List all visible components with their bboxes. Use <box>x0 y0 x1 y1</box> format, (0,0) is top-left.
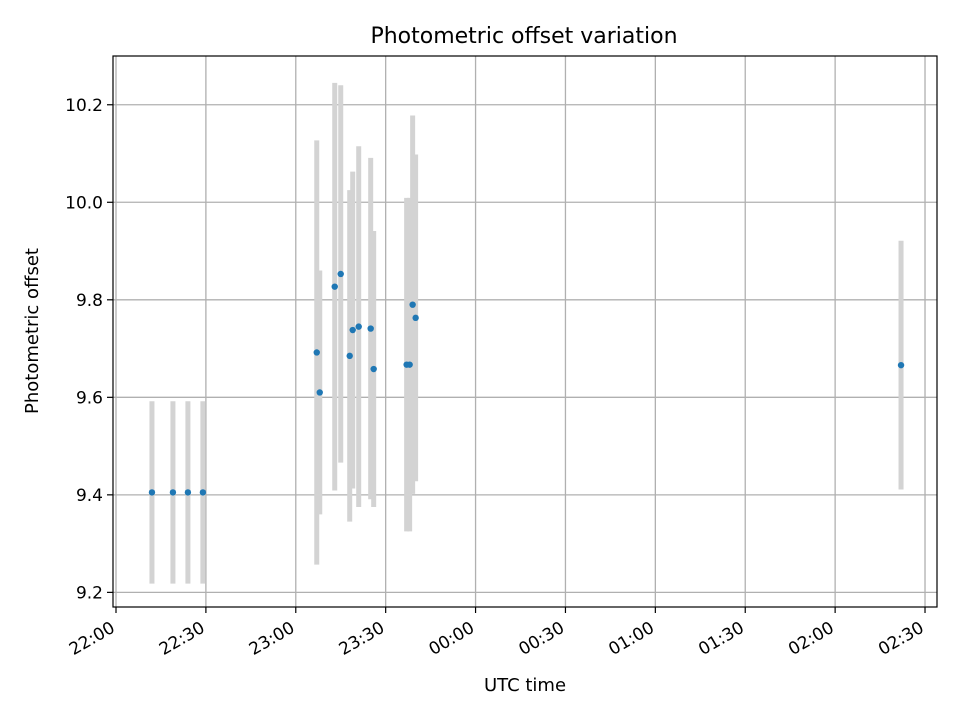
data-point <box>346 352 353 360</box>
y-tick-label: 9.2 <box>76 583 103 603</box>
data-points <box>148 270 905 496</box>
data-point <box>355 323 362 330</box>
plot-frame <box>112 55 938 608</box>
y-axis-ticks: 9.2 9.4 9.6 9.8 10.0 10.2 <box>65 96 113 603</box>
y-axis-label: Photometric offset <box>22 248 43 414</box>
data-point <box>169 489 177 496</box>
y-tick-label: 9.4 <box>76 486 103 506</box>
data-point <box>406 361 413 368</box>
y-tick-label: 10.0 <box>65 193 103 213</box>
data-point <box>370 365 377 373</box>
data-point <box>412 314 419 322</box>
y-tick-label: 9.6 <box>76 388 103 408</box>
data-point <box>331 283 338 290</box>
x-tick-label: 00:00 <box>426 618 478 660</box>
data-point <box>313 349 320 356</box>
x-tick-label: 22:00 <box>66 618 118 660</box>
chart-title: Photometric offset variation <box>370 24 677 49</box>
data-point <box>349 326 356 334</box>
x-tick-label: 02:00 <box>785 618 837 660</box>
data-point <box>337 270 344 278</box>
y-tick-label: 10.2 <box>65 96 103 116</box>
x-axis-ticks: 22:00 22:30 23:00 23:30 00:00 00:30 01:00 01:30… <box>66 607 928 660</box>
error-bars <box>149 82 904 584</box>
data-point <box>316 389 323 396</box>
data-point <box>897 361 905 369</box>
x-tick-label: 00:30 <box>516 618 568 660</box>
x-tick-label: 23:00 <box>246 618 298 660</box>
data-point <box>199 489 207 496</box>
x-tick-label: 01:00 <box>605 618 657 660</box>
grid <box>113 56 937 607</box>
x-tick-label: 01:30 <box>695 618 747 660</box>
data-point <box>409 301 416 308</box>
x-tick-label: 23:30 <box>336 618 388 660</box>
x-tick-label: 02:30 <box>875 618 927 660</box>
data-point <box>367 325 374 332</box>
x-axis-label: UTC time <box>484 675 566 696</box>
y-tick-label: 9.8 <box>76 291 103 311</box>
data-point <box>148 489 156 496</box>
x-tick-label: 22:30 <box>156 618 208 660</box>
data-point <box>184 489 192 496</box>
